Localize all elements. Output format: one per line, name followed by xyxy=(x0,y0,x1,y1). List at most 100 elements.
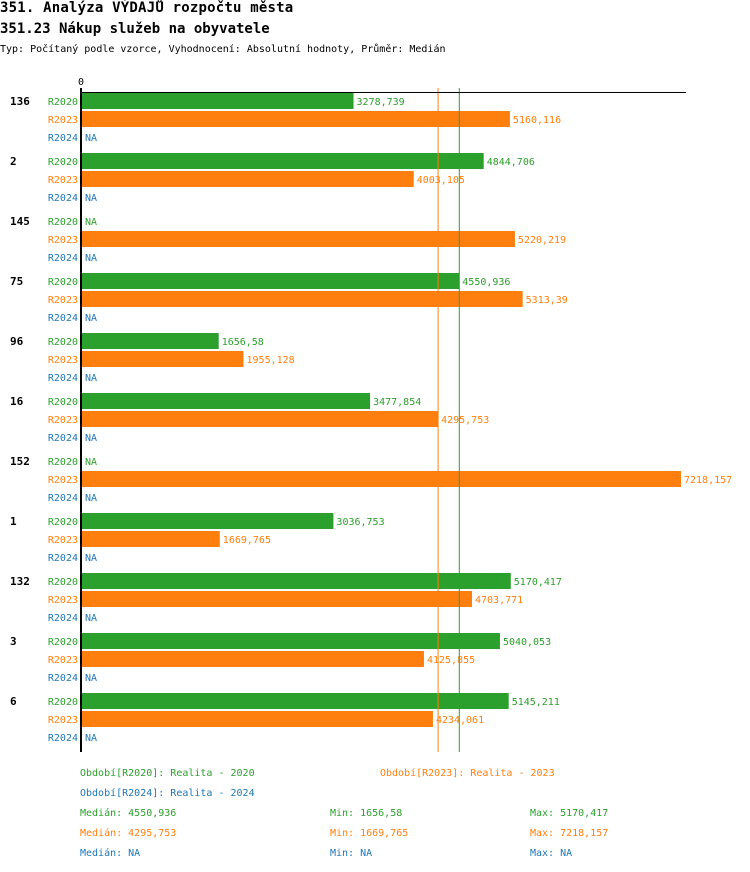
category-label: 96 xyxy=(10,335,24,348)
data-label: NA xyxy=(85,133,97,144)
data-label: 4844,706 xyxy=(487,157,535,168)
category-label: 132 xyxy=(10,575,30,588)
category-label: 75 xyxy=(10,275,23,288)
bar xyxy=(81,231,515,247)
series-row-label: R2020 xyxy=(48,277,78,288)
category-label: 136 xyxy=(10,95,30,108)
series-row-label: R2024 xyxy=(48,373,78,384)
data-label: NA xyxy=(85,217,97,228)
series-row-label: R2023 xyxy=(48,715,78,726)
series-row-label: R2024 xyxy=(48,733,78,744)
bar xyxy=(81,93,354,109)
data-label: NA xyxy=(85,733,97,744)
data-label: NA xyxy=(85,493,97,504)
series-row-label: R2023 xyxy=(48,655,78,666)
bar xyxy=(81,531,220,547)
category-label: 2 xyxy=(10,155,17,168)
series-row-label: R2020 xyxy=(48,217,78,228)
bar xyxy=(81,351,244,367)
series-row-label: R2020 xyxy=(48,517,78,528)
data-label: 5160,116 xyxy=(513,115,561,126)
data-label: 7218,157 xyxy=(684,475,732,486)
series-row-label: R2020 xyxy=(48,337,78,348)
series-row-label: R2023 xyxy=(48,475,78,486)
bar xyxy=(81,471,681,487)
page-title: 351. Analýza VÝDAJŮ rozpočtu města xyxy=(0,0,294,16)
chart-info: Typ: Počítaný podle vzorce, Vyhodnocení:… xyxy=(0,44,446,55)
data-label: 4234,061 xyxy=(436,715,484,726)
legend-r2023: Období[R2023]: Realita - 2023 xyxy=(380,768,555,779)
bar xyxy=(81,651,424,667)
series-row-label: R2023 xyxy=(48,355,78,366)
data-label: 1669,765 xyxy=(223,535,271,546)
series-row-label: R2023 xyxy=(48,595,78,606)
legend-r2020: Období[R2020]: Realita - 2020 xyxy=(80,768,255,779)
data-label: NA xyxy=(85,433,97,444)
data-label: 3278,739 xyxy=(357,97,405,108)
series-row-label: R2020 xyxy=(48,457,78,468)
series-row-label: R2020 xyxy=(48,637,78,648)
data-label: NA xyxy=(85,613,97,624)
bar xyxy=(81,111,510,127)
stat-min-r2024: Min: NA xyxy=(330,848,373,859)
data-label: 4125,855 xyxy=(427,655,475,666)
series-row-label: R2020 xyxy=(48,97,78,108)
data-label: 4295,753 xyxy=(441,415,489,426)
series-row-label: R2020 xyxy=(48,697,78,708)
series-row-label: R2023 xyxy=(48,235,78,246)
bar xyxy=(81,711,433,727)
data-label: 3036,753 xyxy=(336,517,384,528)
stat-median-r2024: Medián: NA xyxy=(80,848,141,859)
series-row-label: R2023 xyxy=(48,415,78,426)
category-label: 1 xyxy=(10,515,17,528)
category-label: 6 xyxy=(10,695,17,708)
data-label: 5040,053 xyxy=(503,637,551,648)
category-label: 152 xyxy=(10,455,30,468)
bar xyxy=(81,633,500,649)
bar xyxy=(81,693,509,709)
bar xyxy=(81,591,472,607)
bar xyxy=(81,573,511,589)
data-label: 5220,219 xyxy=(518,235,566,246)
stat-median-r2020: Medián: 4550,936 xyxy=(80,808,177,819)
bar xyxy=(81,273,460,289)
data-label: 3477,854 xyxy=(373,397,421,408)
stat-min-r2023: Min: 1669,765 xyxy=(330,828,409,839)
series-row-label: R2024 xyxy=(48,673,78,684)
series-row-label: R2020 xyxy=(48,157,78,168)
series-row-label: R2024 xyxy=(48,493,78,504)
stat-max-r2024: Max: NA xyxy=(530,848,573,859)
stat-min-r2020: Min: 1656,58 xyxy=(330,808,403,819)
data-label: NA xyxy=(85,313,97,324)
data-label: NA xyxy=(85,253,97,264)
series-row-label: R2023 xyxy=(48,295,78,306)
bar xyxy=(81,393,371,409)
bar xyxy=(81,333,219,349)
data-label: NA xyxy=(85,373,97,384)
series-row-label: R2024 xyxy=(48,553,78,564)
category-label: 3 xyxy=(10,635,17,648)
category-label: 16 xyxy=(10,395,24,408)
stat-max-r2023: Max: 7218,157 xyxy=(530,828,609,839)
series-row-label: R2024 xyxy=(48,613,78,624)
data-label: NA xyxy=(85,193,97,204)
series-row-label: R2024 xyxy=(48,313,78,324)
data-label: NA xyxy=(85,673,97,684)
category-label: 145 xyxy=(10,215,30,228)
data-label: NA xyxy=(85,457,97,468)
axis-tick-0: 0 xyxy=(78,77,84,88)
series-row-label: R2023 xyxy=(48,175,78,186)
page-subtitle: 351.23 Nákup služeb na obyvatele xyxy=(0,21,270,37)
data-label: 5145,211 xyxy=(512,697,560,708)
bar xyxy=(81,513,334,529)
data-label: 1656,58 xyxy=(222,337,264,348)
series-row-label: R2023 xyxy=(48,115,78,126)
data-label: NA xyxy=(85,553,97,564)
legend-r2024: Období[R2024]: Realita - 2024 xyxy=(80,788,255,799)
series-row-label: R2024 xyxy=(48,253,78,264)
data-label: 5313,39 xyxy=(526,295,568,306)
series-row-label: R2020 xyxy=(48,577,78,588)
data-label: 5170,417 xyxy=(514,577,562,588)
stat-max-r2020: Max: 5170,417 xyxy=(530,808,609,819)
